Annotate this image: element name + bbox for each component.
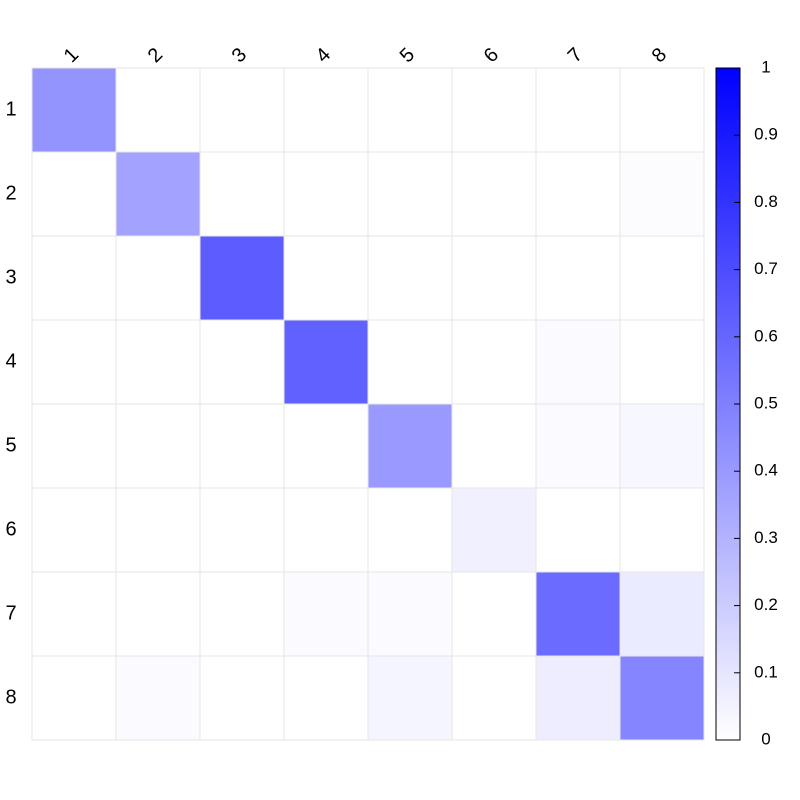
heatmap-cell-r3-c4 [283, 235, 369, 321]
heatmap-cell-r3-c6 [451, 235, 537, 321]
heatmap-cell-r8-c8 [619, 655, 705, 741]
heatmap-cell-r4-c4 [283, 319, 369, 405]
heatmap-cell-r3-c1 [31, 235, 117, 321]
x-tick-label: 6 [480, 44, 503, 67]
x-tick-label: 7 [564, 44, 587, 67]
colorbar-tick-label: 0.1 [754, 662, 778, 681]
heatmap-cell-r4-c7 [535, 319, 621, 405]
heatmap-cell-r3-c5 [367, 235, 453, 321]
heatmap-cell-r7-c8 [619, 571, 705, 657]
heatmap-cell-r8-c2 [115, 655, 201, 741]
heatmap-cell-r6-c6 [451, 487, 537, 573]
y-tick-label: 5 [5, 434, 16, 456]
heatmap-cell-r6-c8 [619, 487, 705, 573]
y-tick-label: 3 [5, 266, 16, 288]
heatmap-cell-r5-c2 [115, 403, 201, 489]
heatmap-cell-r6-c5 [367, 487, 453, 573]
heatmap-cell-r2-c5 [367, 151, 453, 237]
heatmap-cell-r8-c4 [283, 655, 369, 741]
heatmap-cell-r1-c1 [31, 67, 117, 153]
colorbar-tick-label: 0.2 [754, 595, 778, 614]
x-tick-label: 8 [648, 44, 671, 67]
x-tick-label: 3 [228, 44, 251, 67]
heatmap-cell-r7-c1 [31, 571, 117, 657]
heatmap-cell-r8-c1 [31, 655, 117, 741]
heatmap-cell-r4-c6 [451, 319, 537, 405]
heatmap-cell-r3-c3 [199, 235, 285, 321]
colorbar-tick-label: 0.7 [754, 259, 778, 278]
heatmap-cells [31, 67, 705, 741]
heatmap-cell-r7-c5 [367, 571, 453, 657]
heatmap-cell-r1-c7 [535, 67, 621, 153]
heatmap-cell-r6-c1 [31, 487, 117, 573]
colorbar-tick-label: 0.3 [754, 528, 778, 547]
x-tick-label: 5 [396, 44, 419, 67]
y-tick-label: 8 [5, 686, 16, 708]
heatmap-cell-r1-c2 [115, 67, 201, 153]
heatmap-cell-r5-c8 [619, 403, 705, 489]
x-tick-label: 2 [144, 44, 167, 67]
heatmap-cell-r7-c7 [535, 571, 621, 657]
heatmap-cell-r4-c1 [31, 319, 117, 405]
heatmap-cell-r8-c5 [367, 655, 453, 741]
heatmap-cell-r4-c8 [619, 319, 705, 405]
heatmap-cell-r2-c3 [199, 151, 285, 237]
heatmap-cell-r1-c8 [619, 67, 705, 153]
heatmap-cell-r1-c3 [199, 67, 285, 153]
heatmap-cell-r4-c5 [367, 319, 453, 405]
heatmap-cell-r6-c7 [535, 487, 621, 573]
heatmap-cell-r8-c7 [535, 655, 621, 741]
heatmap-cell-r8-c3 [199, 655, 285, 741]
heatmap-cell-r3-c8 [619, 235, 705, 321]
heatmap-cell-r3-c7 [535, 235, 621, 321]
heatmap-cell-r5-c3 [199, 403, 285, 489]
colorbar-ticks: 0 0.1 0.2 0.3 0.4 0.5 0.6 0.7 0.8 0.9 1 [734, 57, 778, 748]
colorbar-tick-label: 0.9 [754, 125, 778, 144]
heatmap-cell-r2-c6 [451, 151, 537, 237]
heatmap-cell-r6-c4 [283, 487, 369, 573]
heatmap-cell-r6-c3 [199, 487, 285, 573]
y-tick-label: 2 [5, 182, 16, 204]
heatmap-cell-r7-c3 [199, 571, 285, 657]
heatmap-cell-r5-c6 [451, 403, 537, 489]
heatmap-cell-r2-c1 [31, 151, 117, 237]
colorbar-tick-label: 0.6 [754, 326, 778, 345]
colorbar-tick-label: 0.8 [754, 192, 778, 211]
colorbar-tick-label: 1 [761, 57, 770, 76]
heatmap-cell-r2-c2 [115, 151, 201, 237]
heatmap-cell-r2-c8 [619, 151, 705, 237]
colorbar-tick-label: 0.5 [754, 393, 778, 412]
heatmap-cell-r2-c7 [535, 151, 621, 237]
colorbar-tick-label: 0 [761, 729, 770, 748]
y-axis-ticks: 1 2 3 4 5 6 7 8 [5, 98, 16, 708]
y-tick-label: 7 [5, 602, 16, 624]
heatmap-cell-r5-c5 [367, 403, 453, 489]
heatmap-cell-r6-c2 [115, 487, 201, 573]
heatmap-cell-r3-c2 [115, 235, 201, 321]
heatmap-cell-r7-c2 [115, 571, 201, 657]
heatmap-cell-r1-c4 [283, 67, 369, 153]
y-tick-label: 6 [5, 518, 16, 540]
heatmap-cell-r1-c5 [367, 67, 453, 153]
x-tick-label: 4 [312, 44, 335, 67]
x-tick-label: 1 [60, 44, 83, 67]
heatmap-cell-r4-c2 [115, 319, 201, 405]
heatmap-cell-r2-c4 [283, 151, 369, 237]
y-tick-label: 1 [5, 98, 16, 120]
heatmap-cell-r1-c6 [451, 67, 537, 153]
heatmap-cell-r8-c6 [451, 655, 537, 741]
heatmap-cell-r5-c1 [31, 403, 117, 489]
heatmap-cell-r7-c6 [451, 571, 537, 657]
heatmap-cell-r5-c7 [535, 403, 621, 489]
heatmap-cell-r4-c3 [199, 319, 285, 405]
y-tick-label: 4 [5, 350, 16, 372]
heatmap-cell-r7-c4 [283, 571, 369, 657]
colorbar-tick-label: 0.4 [754, 461, 778, 480]
x-axis-ticks: 1 2 3 4 5 6 7 8 [60, 44, 671, 67]
heatmap-cell-r5-c4 [283, 403, 369, 489]
